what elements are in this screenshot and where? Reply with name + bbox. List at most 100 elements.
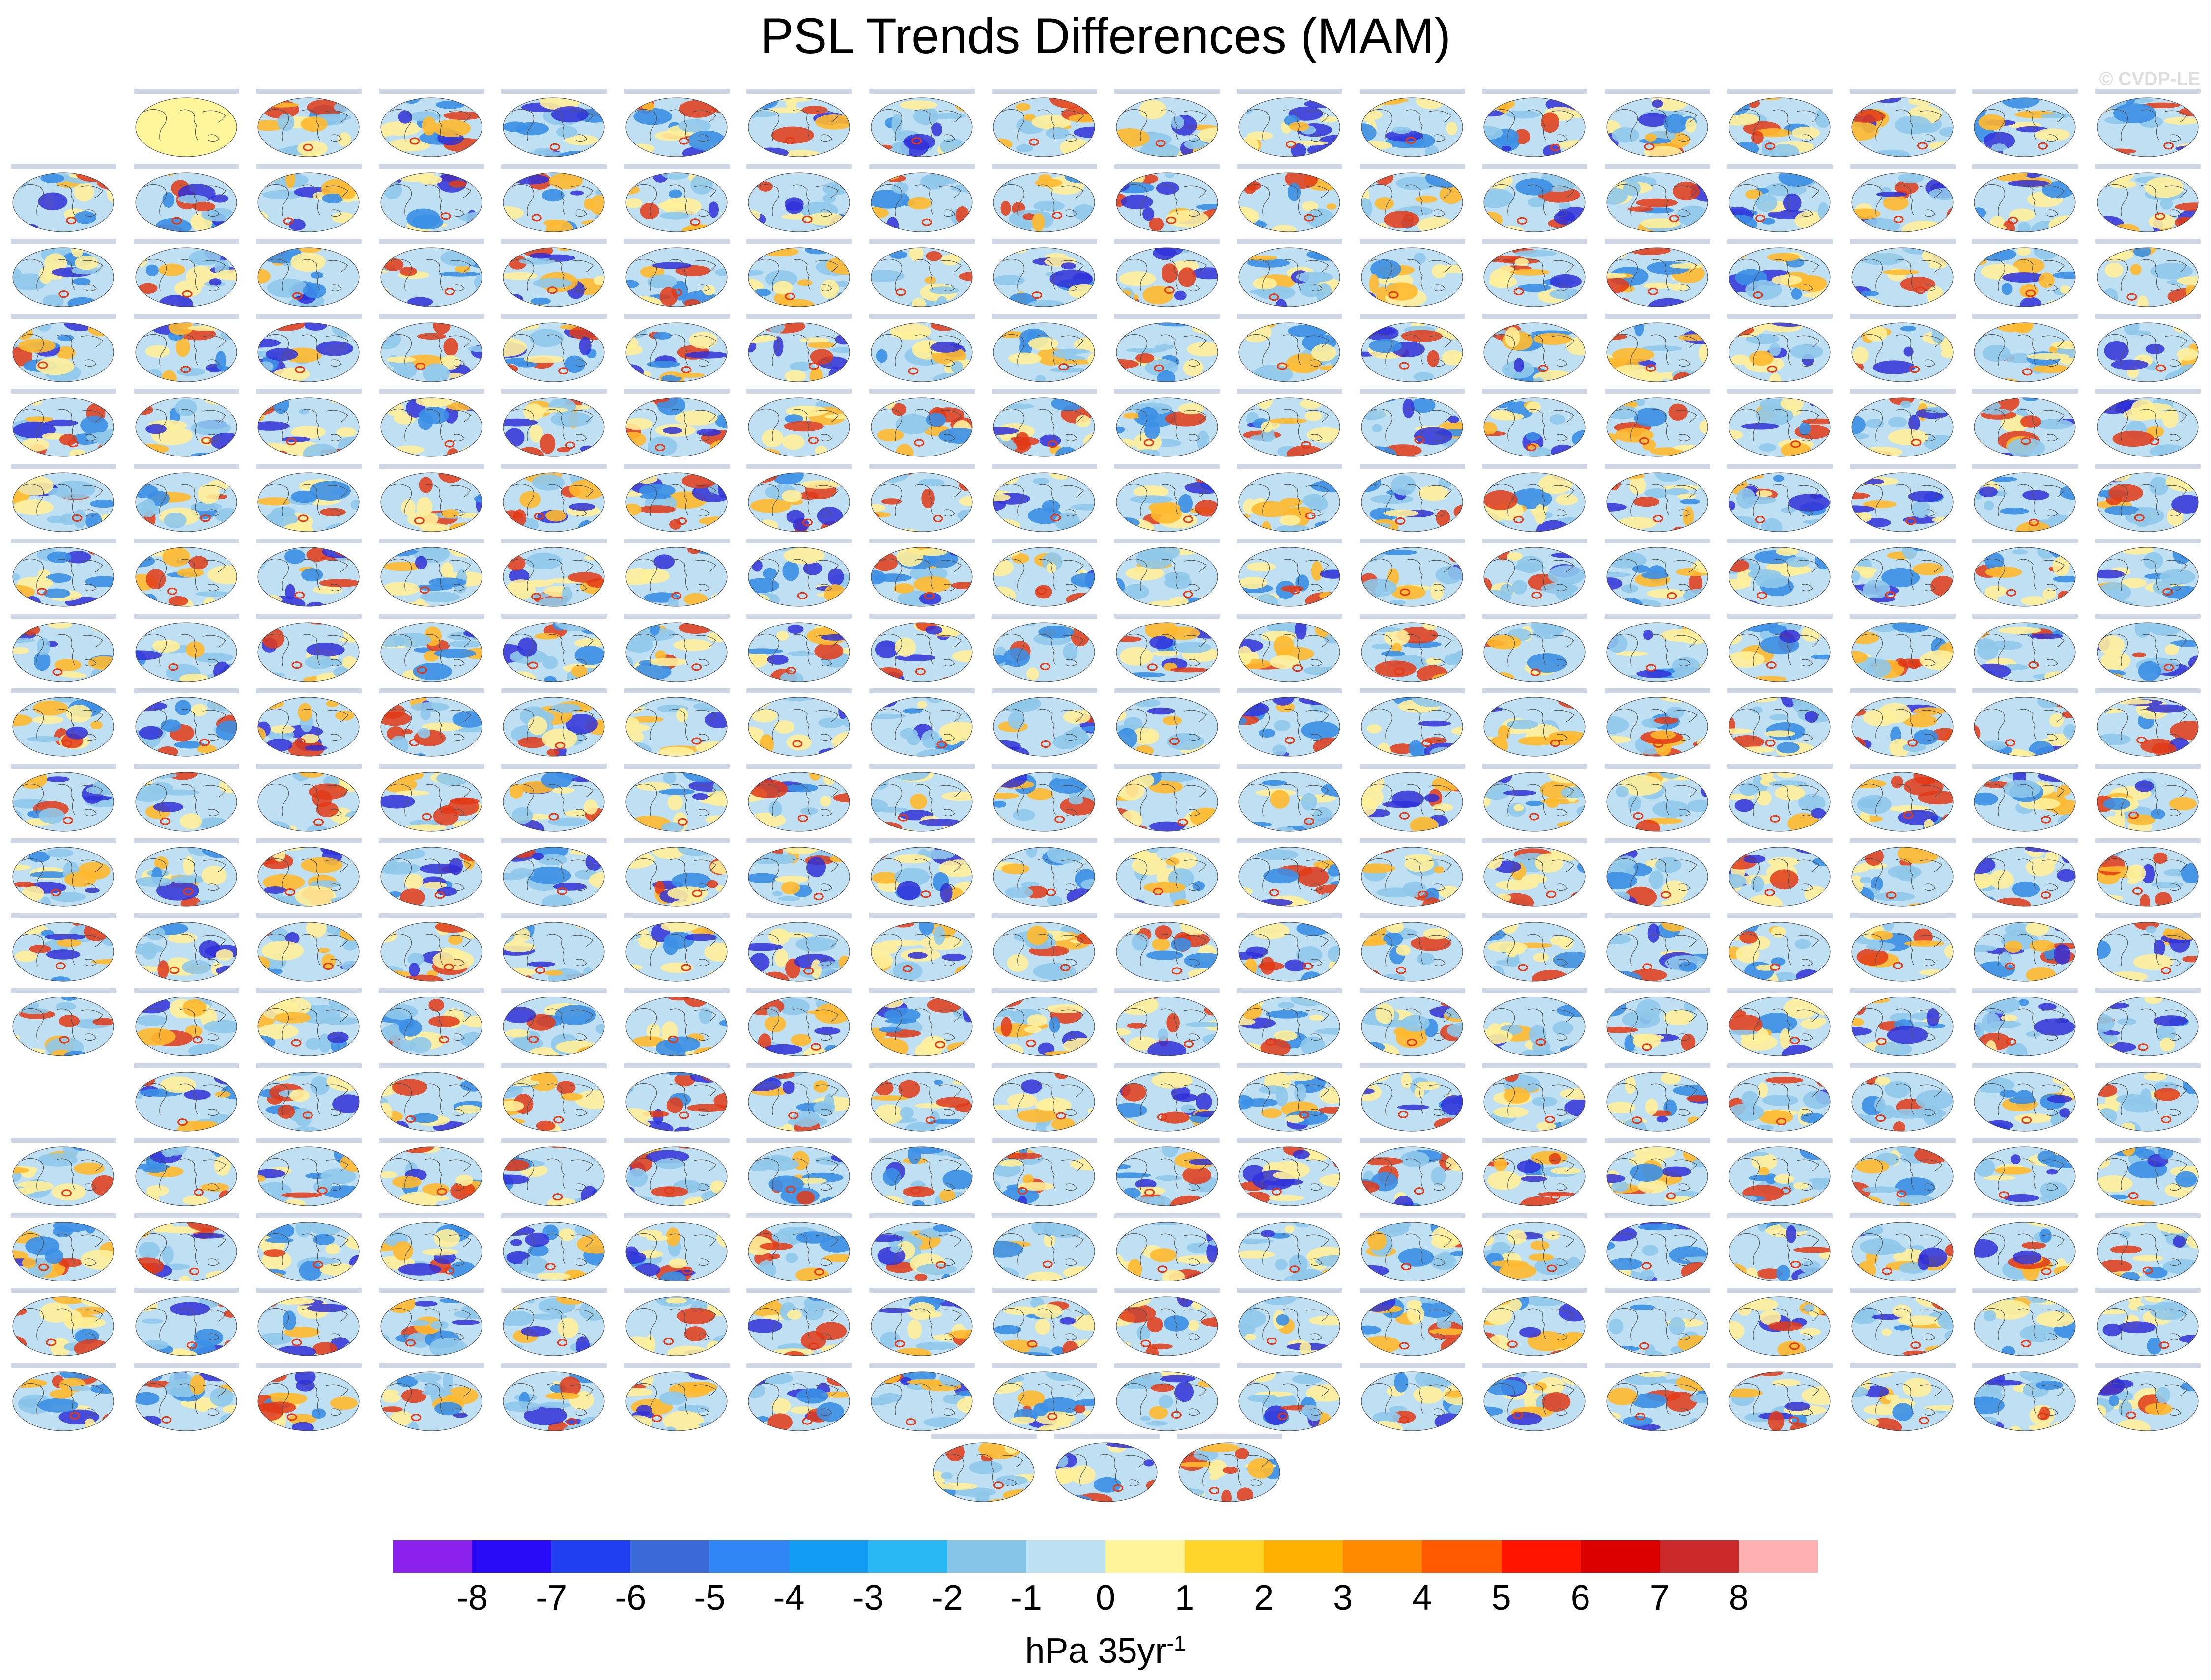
globe-map — [1483, 622, 1586, 682]
globe-map — [1851, 697, 1953, 757]
map-panel — [1600, 1138, 1713, 1212]
panel-grid — [6, 89, 2201, 1508]
globe-map — [1361, 1222, 1463, 1281]
panel-caption — [1054, 1434, 1160, 1439]
globe-map — [2097, 622, 2198, 682]
globe-map — [993, 772, 1095, 831]
globe-map — [1361, 1072, 1463, 1131]
globe-map — [1116, 1146, 1218, 1206]
map-panel — [864, 688, 977, 762]
globe-map — [1606, 97, 1708, 157]
panel-caption — [1972, 1138, 2078, 1143]
globe-map — [1361, 547, 1463, 607]
globe-map — [503, 847, 605, 907]
panel-caption — [256, 239, 362, 244]
panel-caption — [1972, 389, 2078, 394]
map-panel — [1845, 239, 1958, 313]
map-panel — [1477, 613, 1590, 687]
globe-map — [1729, 1371, 1831, 1431]
panel-caption — [869, 988, 975, 993]
panel-caption — [746, 763, 852, 769]
globe-map — [1974, 1146, 2076, 1206]
globe-map — [2097, 1146, 2198, 1206]
map-panel — [251, 1363, 364, 1437]
panel-caption — [1849, 389, 1956, 394]
globe-map — [748, 1222, 850, 1281]
panel-caption — [11, 1363, 116, 1368]
panel-caption — [11, 389, 116, 394]
panel-caption — [1727, 1363, 1833, 1368]
map-panel — [741, 988, 854, 1062]
panel-caption — [992, 239, 1097, 244]
map-panel — [1477, 463, 1590, 538]
map-panel — [926, 1434, 1039, 1508]
globe-map — [1361, 97, 1463, 157]
map-panel — [374, 988, 487, 1062]
panel-caption — [624, 389, 730, 394]
panel-caption — [746, 1288, 852, 1293]
map-panel — [129, 1063, 242, 1137]
map-panel — [1722, 389, 1835, 462]
panel-caption — [1114, 763, 1220, 769]
globe-map — [1974, 472, 2076, 532]
colorbar-tick-label: 3 — [1333, 1578, 1353, 1618]
panel-caption — [1114, 1138, 1220, 1143]
panel-caption — [1727, 463, 1833, 469]
globe-map — [1974, 322, 2076, 382]
panel-caption — [1972, 613, 2078, 619]
panel-caption — [11, 1288, 116, 1293]
globe-map — [748, 97, 850, 157]
map-panel — [1600, 763, 1713, 837]
globe-map — [1483, 922, 1586, 981]
map-panel — [1722, 1363, 1835, 1437]
map-panel — [1600, 239, 1713, 313]
globe-map — [1851, 922, 1953, 981]
panel-caption — [1604, 239, 1710, 244]
globe-map — [1851, 247, 1953, 307]
map-panel — [6, 1363, 119, 1437]
globe-map — [1361, 772, 1463, 831]
globe-map — [871, 397, 972, 457]
map-panel — [496, 389, 609, 462]
map-panel — [864, 164, 977, 238]
map-panel — [1722, 838, 1835, 912]
panel-caption — [256, 164, 362, 169]
panel-caption — [1604, 1363, 1710, 1368]
map-panel — [1049, 1434, 1162, 1508]
globe-map — [1606, 847, 1708, 907]
colorbar-tick-label: 4 — [1412, 1578, 1432, 1618]
globe-map — [993, 397, 1095, 457]
panel-caption — [1237, 613, 1342, 619]
panel-caption — [2095, 389, 2201, 394]
globe-map — [2097, 1072, 2198, 1131]
map-panel — [1355, 1363, 1468, 1437]
map-panel — [374, 1213, 487, 1287]
panel-caption — [1237, 164, 1342, 169]
panel-caption — [2095, 539, 2201, 543]
globe-map — [1851, 397, 1953, 457]
map-panel — [1845, 1288, 1958, 1362]
map-panel — [251, 463, 364, 538]
panel-caption — [256, 1063, 362, 1068]
panel-caption — [624, 1288, 730, 1293]
globe-map — [503, 1222, 605, 1281]
globe-map — [2097, 1222, 2198, 1281]
globe-map — [1606, 922, 1708, 981]
panel-caption — [133, 613, 239, 619]
units-superscript: -1 — [1166, 1631, 1186, 1655]
panel-caption — [1849, 1213, 1956, 1218]
colorbar-swatch — [393, 1540, 473, 1573]
panel-caption — [1727, 164, 1833, 169]
panel-caption — [501, 463, 607, 469]
globe-map — [993, 172, 1095, 232]
globe-map — [135, 547, 237, 607]
map-panel — [741, 1213, 854, 1287]
panel-caption — [992, 1213, 1097, 1218]
panel-caption — [1237, 239, 1342, 244]
map-panel — [1232, 539, 1345, 612]
map-panel — [129, 1213, 242, 1287]
panel-caption — [378, 1138, 484, 1143]
colorbar-swatch — [1501, 1540, 1581, 1573]
globe-map — [380, 697, 482, 757]
panel-caption — [378, 1363, 484, 1368]
